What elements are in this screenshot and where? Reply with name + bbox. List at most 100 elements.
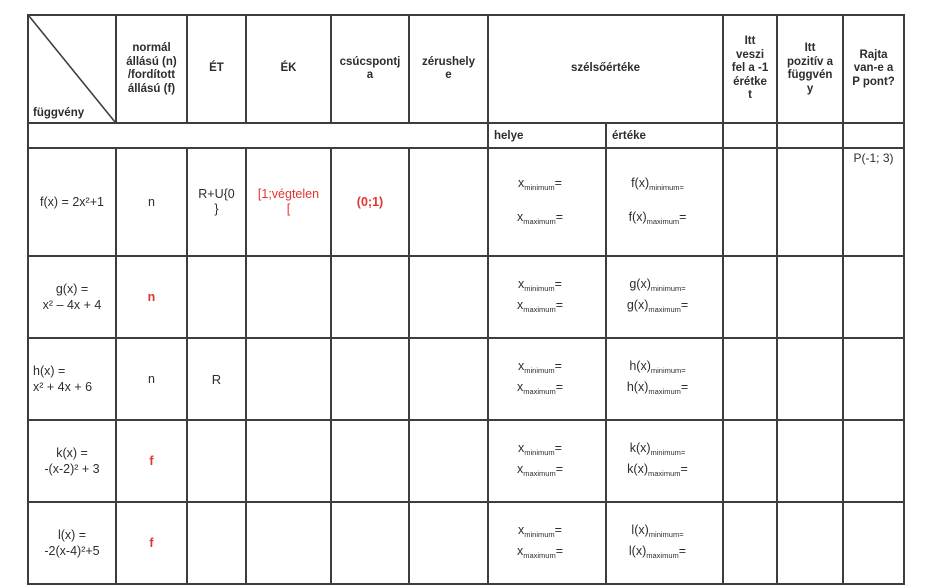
- itt-pozitiv-cell: [776, 501, 845, 585]
- table-row-l: l(x) = -2(x-4)²+5 f xminimum= xmaximum= …: [27, 501, 906, 585]
- extremum-line: xmaximum=: [516, 380, 564, 396]
- subheader-row: helye értéke: [27, 122, 906, 149]
- fn-cell: k(x) = -(x-2)² + 3: [27, 419, 117, 503]
- et-cell: [186, 419, 247, 503]
- ek-cell: [1;végtelen [: [245, 147, 332, 257]
- zerushely-cell: [408, 419, 489, 503]
- ek-cell: [245, 501, 332, 585]
- table-row-f: f(x) = 2x²+1 n R+U{0 } [1;végtelen [ (0;…: [27, 147, 906, 257]
- extremum-line: xminimum=: [518, 523, 562, 539]
- extremum-line: l(x)maximum=: [628, 544, 687, 560]
- itt-pozitiv-cell: [776, 419, 845, 503]
- et-cell: R+U{0 }: [186, 147, 247, 257]
- header-ek: ÉK: [245, 14, 332, 124]
- subheader-empty-cell: [27, 122, 489, 149]
- erteke-cell: k(x)minimum= k(x)maximum=: [604, 419, 725, 503]
- extremum-line: k(x)maximum=: [627, 462, 688, 478]
- extremum-line: xmaximum=: [516, 462, 564, 478]
- itt-veszi-cell: [722, 255, 779, 339]
- csucspont-cell: [330, 255, 410, 339]
- header-csucspontja: csúcspontj a: [330, 14, 410, 124]
- zerushely-cell: [408, 255, 489, 339]
- csucspont-cell: [330, 501, 410, 585]
- fn-cell: f(x) = 2x²+1: [27, 147, 117, 257]
- itt-pozitiv-cell: [776, 255, 845, 339]
- csucspont-cell: [330, 419, 410, 503]
- allas-cell: n: [115, 337, 188, 421]
- table-row-h: h(x) = x² + 4x + 6 n R xminimum= xmaximu…: [27, 337, 906, 421]
- rajta-cell: [842, 337, 906, 421]
- header-itt-pozitiv: Itt pozitív a függvén y: [776, 14, 845, 124]
- header-rajta: Rajta van-e a P pont?: [842, 14, 906, 124]
- header-allas: normál állású (n) /fordított állású (f): [115, 14, 188, 124]
- extremum-line: xminimum=: [518, 175, 562, 192]
- extremum-line: xmaximum=: [516, 298, 564, 314]
- subheader-helye: helye: [487, 122, 607, 149]
- ek-cell: [245, 337, 332, 421]
- itt-veszi-cell: [722, 419, 779, 503]
- zerushely-cell: [408, 501, 489, 585]
- extremum-line: xminimum=: [518, 441, 562, 457]
- header-szelsoerteke: szélsőértéke: [486, 14, 725, 124]
- csucspont-cell: (0;1): [330, 147, 410, 257]
- itt-veszi-cell: [722, 147, 779, 257]
- et-cell: R: [186, 337, 247, 421]
- header-et: ÉT: [186, 14, 247, 124]
- header-itt-veszi: Itt veszi fel a -1 érétke t: [722, 14, 779, 124]
- itt-veszi-cell: [722, 501, 779, 585]
- extremum-line: xmaximum=: [516, 209, 564, 226]
- diagonal-divider-icon: [30, 17, 114, 121]
- zerushely-cell: [408, 147, 489, 257]
- allas-cell: n: [115, 255, 188, 339]
- extremum-line: xminimum=: [518, 359, 562, 375]
- allas-cell: n: [115, 147, 188, 257]
- itt-pozitiv-cell: [776, 147, 845, 257]
- zerushely-cell: [408, 337, 489, 421]
- extremum-line: h(x)minimum=: [629, 359, 686, 375]
- fn-cell: g(x) = x² – 4x + 4: [27, 255, 117, 339]
- allas-cell: f: [115, 419, 188, 503]
- function-properties-table: függvény normál állású (n) /fordított ál…: [27, 14, 906, 585]
- helye-cell: xminimum= xmaximum=: [487, 419, 607, 503]
- subheader-empty-cell: [776, 122, 845, 149]
- fn-cell: h(x) = x² + 4x + 6: [27, 337, 117, 421]
- ek-cell: [245, 419, 332, 503]
- erteke-cell: g(x)minimum= g(x)maximum=: [604, 255, 725, 339]
- itt-pozitiv-cell: [776, 337, 845, 421]
- extremum-line: f(x)maximum=: [628, 209, 687, 226]
- rajta-cell: [842, 255, 906, 339]
- erteke-cell: h(x)minimum= h(x)maximum=: [604, 337, 725, 421]
- itt-veszi-cell: [722, 337, 779, 421]
- extremum-line: xminimum=: [518, 277, 562, 293]
- extremum-line: l(x)minimum=: [631, 523, 684, 539]
- header-row: függvény normál állású (n) /fordított ál…: [27, 14, 906, 124]
- subheader-empty-cell: [842, 122, 906, 149]
- rajta-cell: [842, 419, 906, 503]
- rajta-cell: P(-1; 3): [842, 147, 906, 257]
- table-row-k: k(x) = -(x-2)² + 3 f xminimum= xmaximum=…: [27, 419, 906, 503]
- csucspont-cell: [330, 337, 410, 421]
- extremum-line: f(x)minimum=: [631, 175, 684, 192]
- extremum-line: xmaximum=: [516, 544, 564, 560]
- worksheet-table-container: függvény normál állású (n) /fordított ál…: [27, 14, 906, 585]
- extremum-line: k(x)minimum=: [629, 441, 686, 457]
- et-cell: [186, 255, 247, 339]
- header-zerushelye: zérushely e: [408, 14, 489, 124]
- helye-cell: xminimum= xmaximum=: [487, 147, 607, 257]
- subheader-erteke: értéke: [604, 122, 725, 149]
- helye-cell: xminimum= xmaximum=: [487, 255, 607, 339]
- erteke-cell: f(x)minimum= f(x)maximum=: [604, 147, 725, 257]
- header-fuggveny-cell: függvény: [27, 14, 117, 124]
- helye-cell: xminimum= xmaximum=: [487, 501, 607, 585]
- et-cell: [186, 501, 247, 585]
- table-row-g: g(x) = x² – 4x + 4 n xminimum= xmaximum=…: [27, 255, 906, 339]
- header-fuggveny-label: függvény: [33, 107, 85, 119]
- helye-cell: xminimum= xmaximum=: [487, 337, 607, 421]
- ek-cell: [245, 255, 332, 339]
- subheader-empty-cell: [722, 122, 779, 149]
- allas-cell: f: [115, 501, 188, 585]
- extremum-line: g(x)maximum=: [626, 298, 689, 314]
- extremum-line: g(x)minimum=: [629, 277, 686, 293]
- extremum-line: h(x)maximum=: [626, 380, 689, 396]
- rajta-cell: [842, 501, 906, 585]
